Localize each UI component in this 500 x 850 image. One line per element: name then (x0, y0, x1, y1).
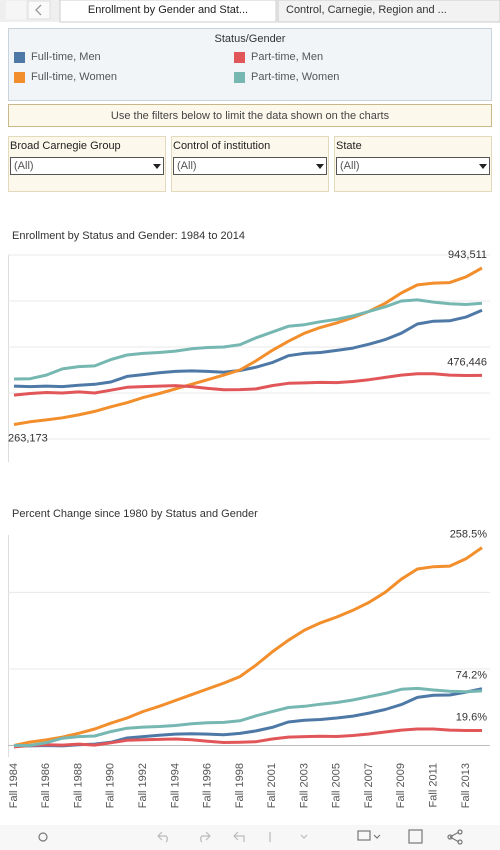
legend-swatch[interactable] (234, 72, 245, 83)
filter-value[interactable]: (All) (14, 160, 34, 172)
data-label: 74.2% (456, 670, 487, 682)
filter-value[interactable]: (All) (340, 160, 360, 172)
revert-icon[interactable] (233, 831, 245, 842)
data-label: 19.6% (456, 711, 487, 723)
undo-icon[interactable] (157, 831, 168, 843)
x-tick-label: Fall 1984 (8, 763, 20, 808)
tab[interactable] (277, 0, 500, 23)
series-line (13, 298, 483, 381)
legend-label[interactable]: Part-time, Women (251, 71, 339, 83)
fullscreen-icon[interactable] (408, 829, 423, 844)
x-tick-label: Fall 2011 (427, 763, 439, 807)
x-tick-label: Fall 1988 (72, 763, 84, 808)
filter-label: Control of institution (173, 140, 270, 152)
chart-title: Enrollment by Status and Gender: 1984 to… (12, 230, 245, 242)
x-tick-label: Fall 1992 (137, 763, 149, 808)
share-dot (457, 839, 463, 845)
filter-dropdown[interactable] (173, 157, 327, 175)
download-menu-icon[interactable] (373, 834, 381, 839)
x-tick-label: Fall 2001 (266, 763, 278, 808)
x-tick-label: Fall 1996 (202, 763, 214, 808)
filter-note-box (8, 104, 492, 127)
dropdown-arrow[interactable] (316, 164, 324, 169)
x-tick-label: Fall 2003 (298, 763, 310, 808)
legend-swatch[interactable] (14, 52, 25, 63)
x-tick-label: Fall 2009 (395, 763, 407, 808)
dropdown-arrow[interactable] (479, 164, 487, 169)
filter-label: State (336, 140, 362, 152)
x-tick-label: Fall 1998 (234, 763, 246, 808)
series-line (13, 266, 483, 426)
dropdown-arrow[interactable] (153, 164, 161, 169)
legend-label[interactable]: Part-time, Men (251, 51, 323, 63)
series-line (13, 372, 483, 397)
x-tick-label: Fall 1990 (105, 763, 117, 808)
series-line (13, 686, 483, 747)
legend-swatch[interactable] (234, 52, 245, 63)
filter-dropdown[interactable] (10, 157, 164, 175)
tab-active[interactable] (59, 0, 277, 23)
filter-note: Use the filters below to limit the data … (111, 110, 390, 122)
filters: Broad Carnegie Group (All) Control of inst… (8, 136, 492, 192)
pan-icon[interactable] (38, 832, 48, 842)
x-tick-label: Fall 2005 (331, 763, 343, 808)
data-label: 476,446 (447, 356, 487, 368)
data-label: 943,511 (448, 249, 487, 261)
tab-label[interactable]: Enrollment by Gender and Stat... (88, 4, 248, 16)
filter-label: Broad Carnegie Group (10, 140, 121, 152)
redo-icon[interactable] (200, 831, 211, 843)
filter-dropdown[interactable] (336, 157, 490, 175)
x-tick-label: Fall 1994 (169, 763, 181, 808)
legend-label[interactable]: Full-time, Women (31, 71, 117, 83)
x-tick-label: Fall 2007 (363, 763, 375, 808)
legend-swatch[interactable] (14, 72, 25, 83)
series-line (13, 727, 482, 749)
toolbar-icons (38, 829, 463, 845)
charts: Enrollment by Status and Gender: 1984 to… (8, 230, 490, 808)
legend-label[interactable]: Full-time, Men (31, 51, 101, 63)
scroll-left[interactable] (6, 1, 26, 19)
data-label: 258.5% (450, 529, 488, 541)
series-line (13, 308, 483, 389)
toolbar (0, 825, 500, 850)
legend-panel (8, 28, 492, 101)
data-label: 263,173 (8, 432, 48, 444)
dropdown-icon[interactable] (300, 834, 308, 839)
share-dot (457, 829, 463, 835)
legend-title: Status/Gender (215, 33, 286, 45)
chart-title: Percent Change since 1980 by Status and … (12, 508, 258, 520)
back-icon (35, 4, 42, 16)
series-line (13, 546, 483, 747)
filter-value[interactable]: (All) (177, 160, 197, 172)
x-tick-label: Fall 2013 (460, 763, 472, 808)
tab-label[interactable]: Control, Carnegie, Region and ... (286, 4, 447, 16)
download-icon[interactable] (357, 830, 371, 841)
share-dot (447, 834, 453, 840)
x-tick-label: Fall 1986 (40, 763, 52, 808)
scroll-back[interactable] (27, 0, 51, 20)
legend: Full-time, Men Full-time, Women Part-time,… (14, 51, 339, 83)
